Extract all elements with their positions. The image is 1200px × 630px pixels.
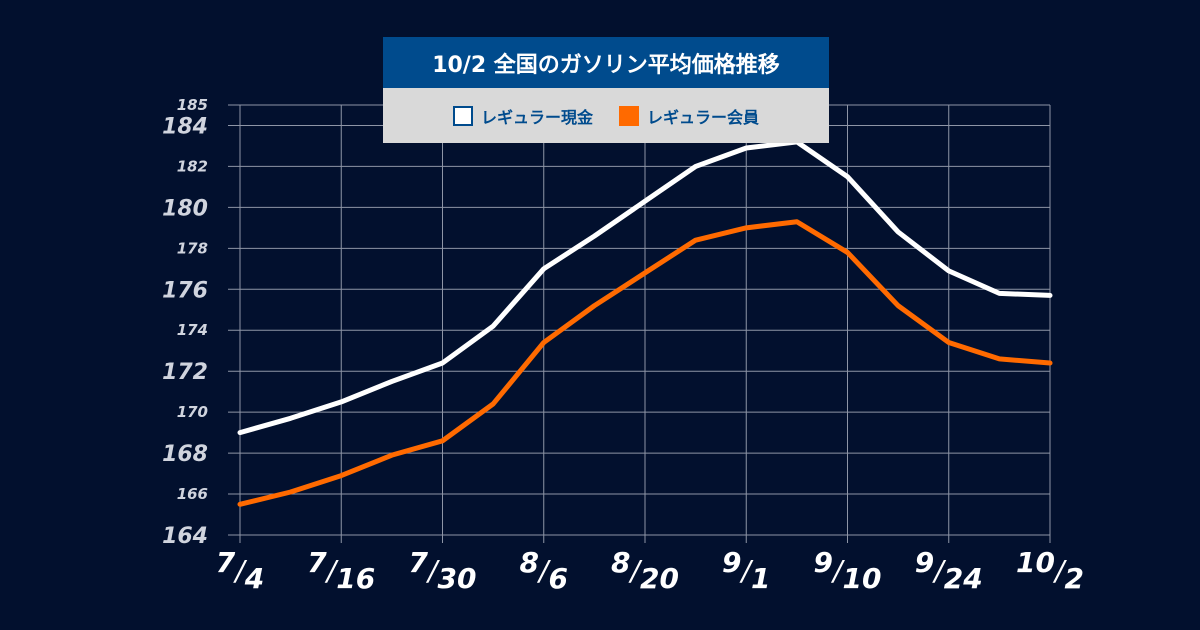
x-tick-label: 7/16 bbox=[307, 546, 375, 595]
y-tick-label: 182 bbox=[177, 157, 208, 175]
y-tick-label: 172 bbox=[162, 360, 208, 385]
y-tick-label: 184 bbox=[162, 114, 208, 139]
legend-item-cash: レギュラー現金 bbox=[452, 104, 593, 128]
legend-swatch-member bbox=[619, 105, 639, 126]
y-tick-label: 166 bbox=[177, 485, 208, 503]
y-tick-label: 168 bbox=[162, 442, 208, 467]
y-tick-label: 178 bbox=[177, 239, 208, 257]
x-tick-label: 9/1 bbox=[722, 546, 770, 595]
chart-title: 10/2 全国のガソリン平均価格推移 bbox=[383, 37, 829, 88]
y-tick-label: 176 bbox=[162, 278, 208, 303]
y-tick-label: 180 bbox=[162, 196, 208, 221]
series-line-cash bbox=[237, 139, 1053, 436]
legend-label-cash: レギュラー現金 bbox=[480, 107, 593, 127]
legend-label-member: レギュラー会員 bbox=[647, 107, 760, 127]
x-tick-label: 7/4 bbox=[216, 546, 264, 595]
x-tick-label: 9/10 bbox=[814, 546, 882, 595]
series-line-member bbox=[237, 219, 1053, 507]
legend-item-member: レギュラー会員 bbox=[619, 104, 759, 128]
x-tick-label: 9/24 bbox=[915, 546, 983, 595]
x-tick-label: 7/30 bbox=[409, 546, 477, 595]
y-tick-label: 170 bbox=[177, 403, 208, 421]
x-tick-label: 8/6 bbox=[520, 546, 568, 595]
y-tick-label: 164 bbox=[162, 524, 208, 549]
y-tick-label: 174 bbox=[177, 321, 208, 339]
legend: レギュラー現金 レギュラー会員 bbox=[383, 88, 829, 143]
y-tick-label: 185 bbox=[177, 96, 208, 114]
x-tick-label: 10/2 bbox=[1016, 546, 1084, 595]
legend-swatch-cash bbox=[452, 105, 473, 126]
x-tick-label: 8/20 bbox=[611, 546, 679, 595]
